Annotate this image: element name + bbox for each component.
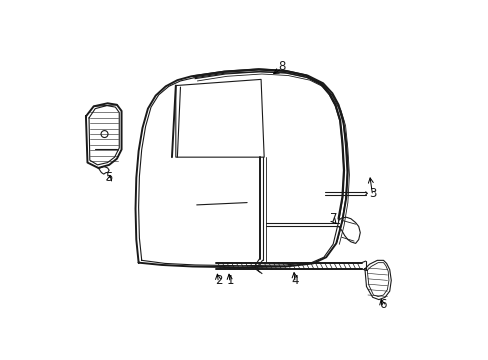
Text: 3: 3 [368,187,376,200]
Text: 4: 4 [291,274,298,287]
Text: 7: 7 [329,212,337,225]
Text: 2: 2 [214,274,222,287]
Text: 6: 6 [378,298,386,311]
Text: 8: 8 [278,60,285,73]
Text: 5: 5 [105,171,113,184]
Text: 1: 1 [226,274,233,287]
